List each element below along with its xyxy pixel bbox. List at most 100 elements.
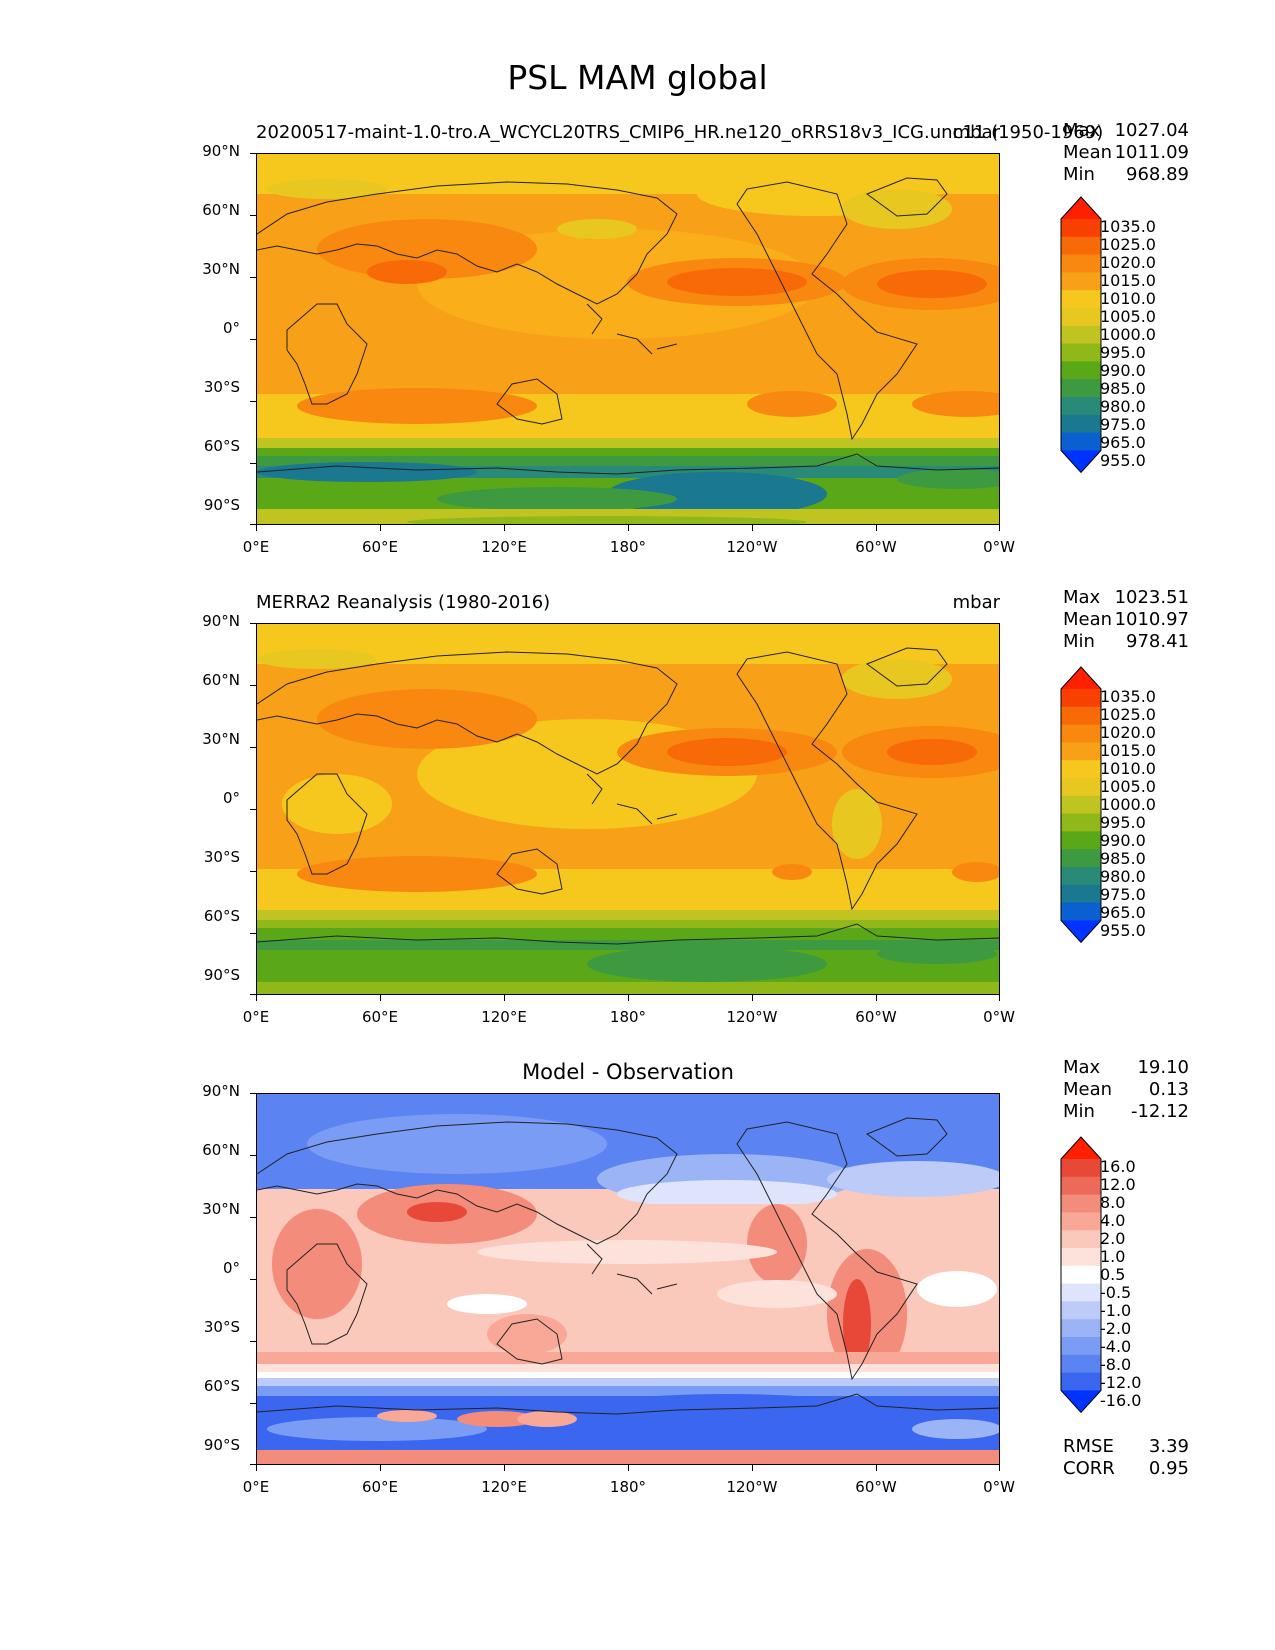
colorbar-label: 4.0 [1100, 1211, 1126, 1230]
stat-label: Mean [1063, 1079, 1113, 1100]
panel-title-units: mbar [952, 122, 1000, 143]
colorbar-label: 955.0 [1100, 451, 1146, 470]
colorbar-label: 1000.0 [1100, 795, 1156, 814]
colorbar-label: 1000.0 [1100, 325, 1156, 344]
lat-label: 0° [222, 319, 240, 337]
stat-value: 968.89 [1126, 164, 1189, 185]
stat-value: -12.12 [1130, 1101, 1189, 1122]
colorbar-label: 965.0 [1100, 433, 1146, 452]
lat-label: 30°S [203, 1318, 240, 1336]
lon-label: 0°W [983, 538, 1015, 556]
stat-label: Min [1063, 631, 1095, 652]
colorbar-label: 8.0 [1100, 1193, 1126, 1212]
lat-label: 30°N [202, 1200, 240, 1218]
rmse-corr-block: RMSE 3.39 CORR 0.95 [1063, 1436, 1189, 1480]
colorbar-label: 990.0 [1100, 361, 1146, 380]
colorbar-label: -8.0 [1100, 1355, 1132, 1374]
lon-label: 60°W [855, 538, 897, 556]
lat-label: 60°N [202, 671, 240, 689]
lon-label: 120°E [481, 538, 527, 556]
lon-label: 120°E [481, 1478, 527, 1496]
lon-label: 60°W [855, 1008, 897, 1026]
lat-label: 0° [222, 789, 240, 807]
lon-label: 0°E [242, 1478, 270, 1496]
lon-label: 60°E [361, 1008, 399, 1026]
colorbar-label: 1025.0 [1100, 235, 1156, 254]
colorbar-label: 1010.0 [1100, 759, 1156, 778]
colorbar-label: 1005.0 [1100, 307, 1156, 326]
stats-block: Max 19.10 Mean 0.13 Min -12.12 [1063, 1057, 1189, 1123]
lon-label: 0°W [983, 1478, 1015, 1496]
colorbar-label: 995.0 [1100, 343, 1146, 362]
stat-value: 0.95 [1148, 1458, 1189, 1479]
lon-label: 120°W [726, 1008, 778, 1026]
stat-label: Min [1063, 1101, 1095, 1122]
stat-value: 3.39 [1148, 1436, 1189, 1457]
stats-block: Max 1027.04 Mean 1011.09 Min 968.89 [1063, 120, 1189, 186]
lat-label: 30°N [202, 260, 240, 278]
lat-label: 90°S [203, 1436, 240, 1454]
colorbar-label: 1005.0 [1100, 777, 1156, 796]
colorbar-label: 0.5 [1100, 1265, 1126, 1284]
stat-value: 1023.51 [1114, 587, 1189, 608]
lat-label: 90°S [203, 496, 240, 514]
colorbar-label: 1015.0 [1100, 741, 1156, 760]
lat-label: 90°N [202, 612, 240, 630]
lat-label: 30°S [203, 848, 240, 866]
colorbar-label: 1035.0 [1100, 687, 1156, 706]
panel-difference: Model - Observation [0, 940, 1275, 1496]
colorbar [1060, 1136, 1102, 1417]
stat-value: 1011.09 [1114, 142, 1189, 163]
colorbar [1060, 196, 1102, 477]
lat-label: 30°N [202, 730, 240, 748]
colorbar-label: 1035.0 [1100, 217, 1156, 236]
colorbar-label: 1015.0 [1100, 271, 1156, 290]
colorbar-label: 2.0 [1100, 1229, 1126, 1248]
colorbar [1060, 666, 1102, 947]
stat-value: 1010.97 [1114, 609, 1189, 630]
colorbar-label: 1020.0 [1100, 253, 1156, 272]
panel-title-left: 20200517-maint-1.0-tro.A_WCYCL20TRS_CMIP… [256, 122, 1104, 143]
lat-label: 90°N [202, 142, 240, 160]
colorbar-label: -2.0 [1100, 1319, 1132, 1338]
panel-observation: MERRA2 Reanalysis (1980-2016) mbar [0, 470, 1275, 1026]
colorbar-label: 12.0 [1100, 1175, 1136, 1194]
colorbar-label: 980.0 [1100, 867, 1146, 886]
stat-value: 0.13 [1148, 1079, 1189, 1100]
colorbar-label: 975.0 [1100, 885, 1146, 904]
colorbar-label: 980.0 [1100, 397, 1146, 416]
lon-label: 120°W [726, 1478, 778, 1496]
colorbar-label: -4.0 [1100, 1337, 1132, 1356]
lon-label: 180° [609, 538, 647, 556]
colorbar-label: 965.0 [1100, 903, 1146, 922]
stat-label: Mean [1063, 142, 1113, 163]
colorbar-label: -1.0 [1100, 1301, 1132, 1320]
stat-label: CORR [1063, 1458, 1115, 1479]
model-psl-map [256, 153, 1000, 525]
colorbar-label: 1010.0 [1100, 289, 1156, 308]
lon-label: 60°W [855, 1478, 897, 1496]
colorbar-label: 990.0 [1100, 831, 1146, 850]
lat-label: 60°S [203, 1377, 240, 1395]
panel-title-left: MERRA2 Reanalysis (1980-2016) [256, 592, 551, 613]
colorbar-label: 1.0 [1100, 1247, 1126, 1266]
stat-value: 19.10 [1137, 1057, 1189, 1078]
lon-label: 60°E [361, 1478, 399, 1496]
stat-label: RMSE [1063, 1436, 1114, 1457]
lat-label: 30°S [203, 378, 240, 396]
lat-label: 0° [222, 1259, 240, 1277]
colorbar-label: 955.0 [1100, 921, 1146, 940]
lon-label: 0°E [242, 1008, 270, 1026]
stat-value: 978.41 [1126, 631, 1189, 652]
colorbar-label: 975.0 [1100, 415, 1146, 434]
colorbar-label: 985.0 [1100, 379, 1146, 398]
colorbar-label: 1020.0 [1100, 723, 1156, 742]
panel-title-units: mbar [952, 592, 1000, 613]
panel-model: 20200517-maint-1.0-tro.A_WCYCL20TRS_CMIP… [0, 0, 1275, 556]
colorbar-label: -12.0 [1100, 1373, 1142, 1392]
lat-label: 60°N [202, 1141, 240, 1159]
colorbar-label: 16.0 [1100, 1157, 1136, 1176]
figure-title: PSL MAM global [507, 58, 768, 97]
stat-label: Min [1063, 164, 1095, 185]
lat-label: 60°N [202, 201, 240, 219]
